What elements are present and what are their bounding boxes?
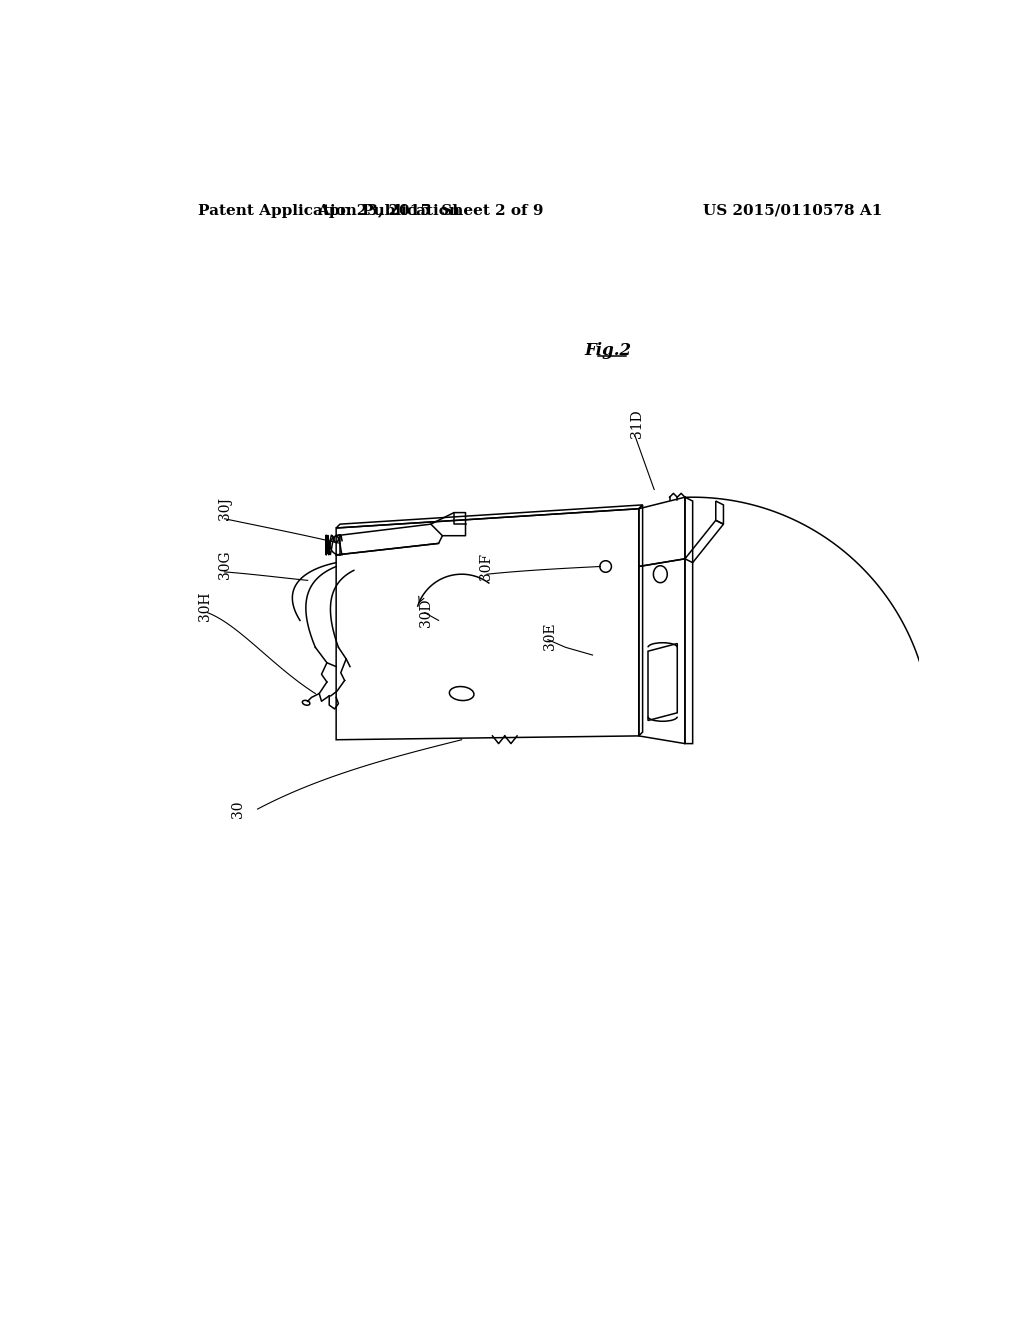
Text: 30H: 30H: [198, 591, 212, 622]
Text: 30G: 30G: [217, 550, 231, 578]
Text: US 2015/0110578 A1: US 2015/0110578 A1: [703, 203, 883, 218]
Text: Apr. 23, 2015  Sheet 2 of 9: Apr. 23, 2015 Sheet 2 of 9: [317, 203, 544, 218]
Text: 30D: 30D: [419, 598, 433, 627]
Text: Patent Application Publication: Patent Application Publication: [199, 203, 461, 218]
Text: 30F: 30F: [479, 553, 494, 579]
Text: 30E: 30E: [543, 622, 556, 649]
Text: 30: 30: [230, 800, 245, 818]
Text: 30J: 30J: [217, 498, 231, 520]
Text: 31D: 31D: [630, 409, 643, 438]
Text: Fig.2: Fig.2: [585, 342, 632, 359]
